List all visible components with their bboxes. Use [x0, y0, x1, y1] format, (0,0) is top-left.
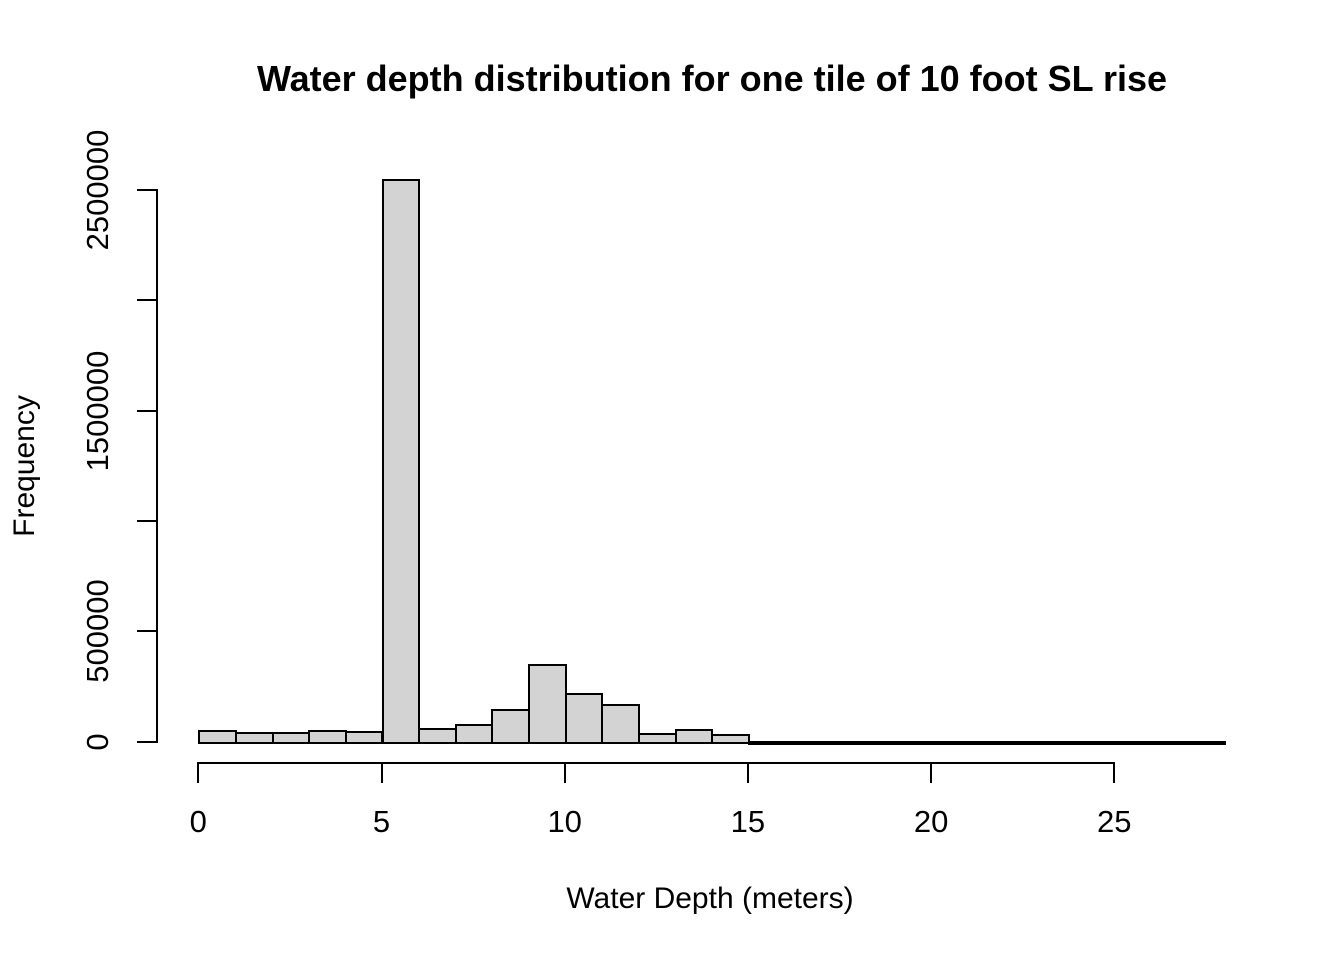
- histogram-bar: [528, 664, 567, 744]
- histogram-bar: [418, 728, 457, 744]
- x-axis-line: [197, 762, 1116, 765]
- x-axis-tick: [1113, 762, 1116, 784]
- x-tick-label: 10: [547, 804, 582, 839]
- histogram-bar: [1150, 741, 1190, 746]
- x-axis-tick: [380, 762, 383, 784]
- x-tick-label: 0: [189, 804, 207, 839]
- histogram-bar: [601, 704, 640, 744]
- histogram-bar: [967, 741, 1007, 746]
- histogram-bar: [491, 708, 531, 744]
- x-axis-tick: [563, 762, 566, 784]
- y-tick-label: 2500000: [80, 129, 115, 251]
- histogram-bar: [674, 729, 714, 744]
- histogram-bar: [711, 733, 750, 744]
- histogram-bar: [747, 741, 787, 746]
- x-axis-tick: [197, 762, 200, 784]
- y-axis-tick: [136, 409, 157, 412]
- histogram-bar: [637, 732, 677, 744]
- histogram-bar: [344, 730, 384, 744]
- y-tick-label: 1500000: [80, 350, 115, 472]
- histogram-bar: [931, 741, 970, 746]
- histogram-bar: [454, 724, 494, 744]
- y-axis-title: Frequency: [8, 395, 41, 537]
- histogram-bar: [1114, 741, 1153, 746]
- x-tick-label: 5: [372, 804, 391, 839]
- histogram-bar: [1041, 741, 1080, 746]
- x-tick-label: 15: [730, 804, 766, 839]
- histogram-bar: [564, 693, 604, 744]
- histogram-bar: [784, 741, 824, 746]
- histogram-bar: [1187, 741, 1227, 746]
- y-axis-tick: [136, 740, 157, 743]
- y-axis-tick: [136, 630, 157, 633]
- histogram-bar: [857, 741, 897, 746]
- y-axis-tick: [136, 299, 157, 302]
- x-axis-tick: [930, 762, 933, 784]
- chart-title: Water depth distribution for one tile of…: [256, 58, 1168, 99]
- histogram-bar: [381, 179, 421, 744]
- histogram-bar: [821, 741, 860, 746]
- histogram-bar: [198, 729, 237, 744]
- x-tick-label: 25: [1097, 804, 1132, 839]
- y-axis-tick: [136, 520, 157, 523]
- histogram-bar: [234, 731, 274, 744]
- y-axis-tick: [136, 189, 157, 192]
- y-axis-line: [155, 189, 158, 743]
- x-axis-tick: [746, 762, 749, 784]
- histogram-bar: [308, 730, 347, 744]
- x-tick-label: 20: [913, 804, 949, 839]
- x-axis-title: Water Depth (meters): [566, 882, 854, 915]
- y-tick-label: 0: [80, 733, 115, 751]
- histogram-bar: [271, 731, 311, 744]
- y-tick-label: 500000: [80, 579, 115, 684]
- histogram-bar: [1004, 741, 1043, 746]
- histogram-bar: [1077, 741, 1117, 746]
- histogram-bar: [894, 741, 934, 746]
